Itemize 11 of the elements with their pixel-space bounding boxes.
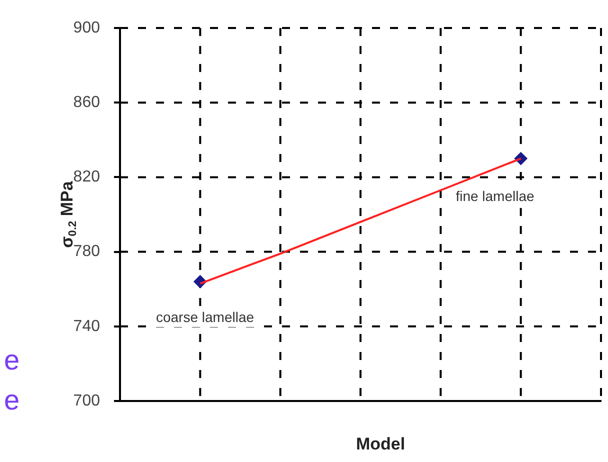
annotation: fine lamellae — [456, 188, 535, 204]
y-tick-label: 860 — [73, 94, 100, 112]
y-tick-label: 820 — [73, 168, 100, 186]
y-tick-label: 900 — [73, 19, 100, 36]
y-tick-label: 700 — [73, 392, 100, 410]
text: e — [4, 344, 20, 376]
y-tick-label: 740 — [73, 318, 100, 335]
text: e — [4, 384, 20, 416]
x-axis-title: Model — [356, 434, 406, 454]
y-tick-label: 780 — [73, 243, 100, 260]
annotation: coarse lamellae — [156, 308, 254, 325]
